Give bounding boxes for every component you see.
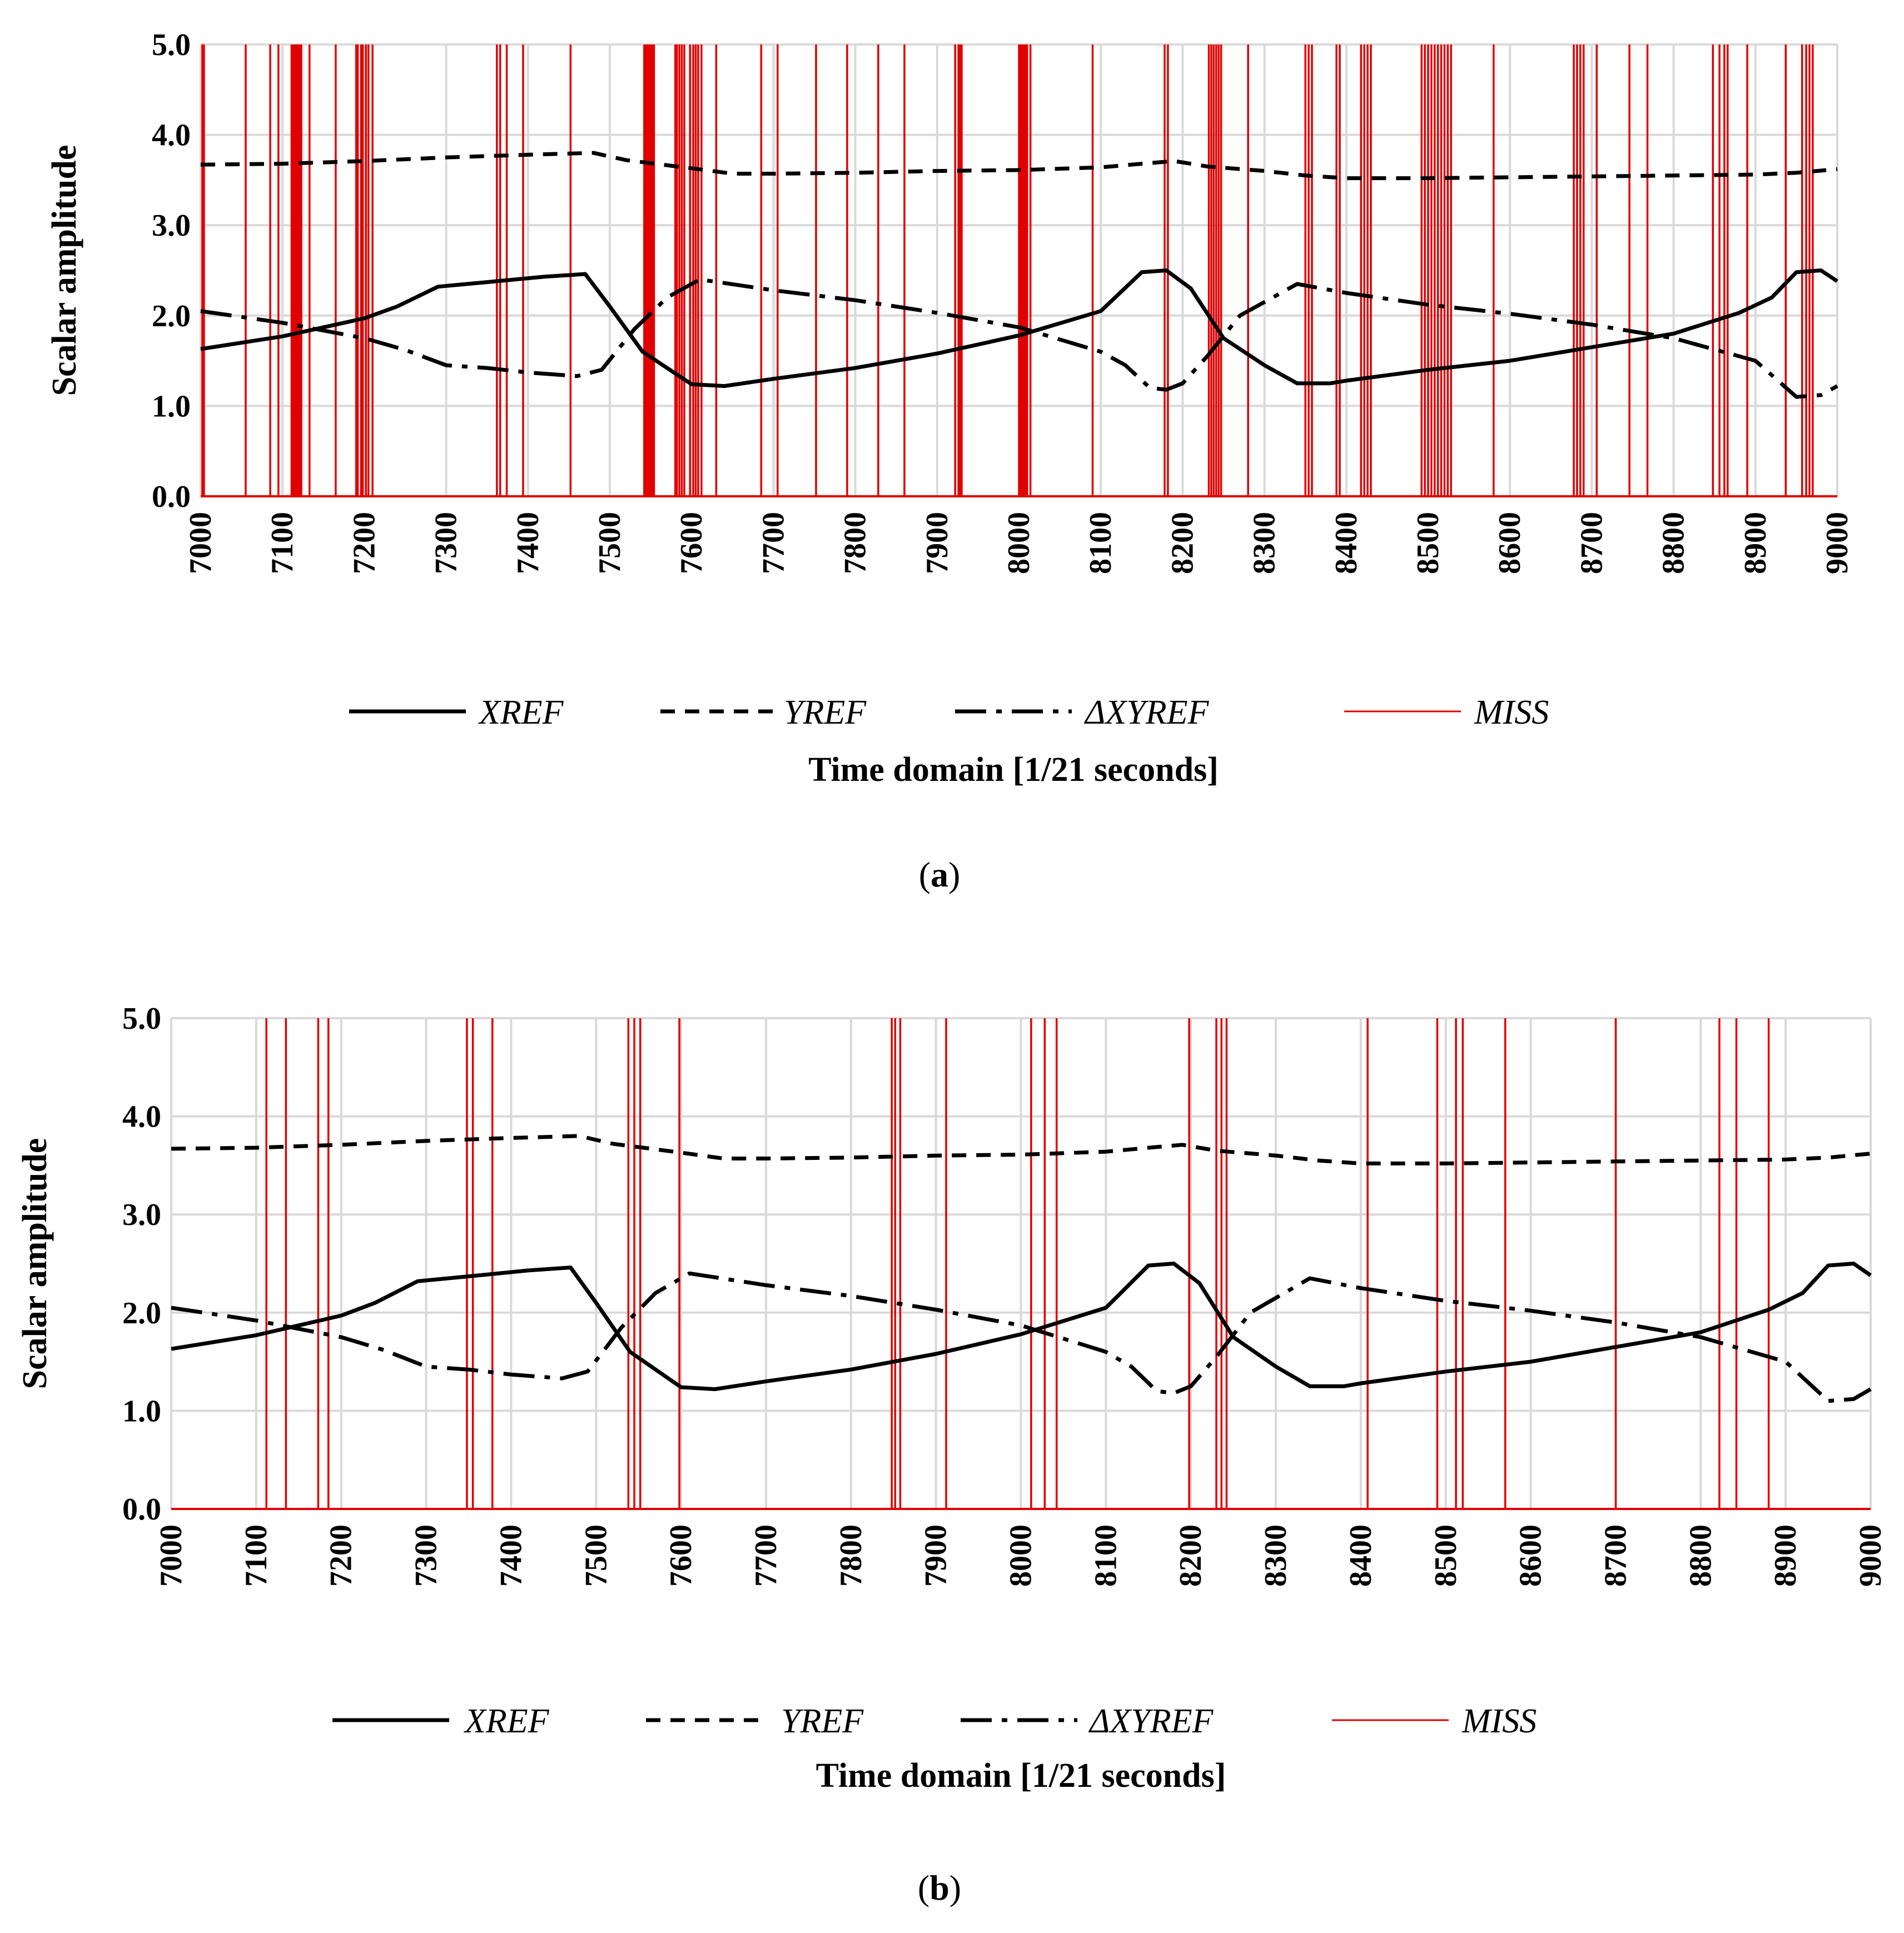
panel-label: (a) [919, 855, 961, 894]
y-axis-title: Scalar amplitude [16, 1138, 54, 1389]
x-tick-label: 7600 [674, 512, 709, 574]
x-tick-label: 7300 [409, 1525, 444, 1587]
x-tick-label: 8800 [1657, 512, 1691, 574]
x-tick-label: 8400 [1329, 512, 1364, 574]
y-tick-label: 2.0 [152, 299, 191, 333]
miss-series [201, 44, 1837, 497]
y-tick-label: 5.0 [122, 1002, 161, 1036]
legend-label-yref: YREF [781, 1702, 864, 1740]
x-tick-label: 7500 [593, 512, 627, 574]
series-line-yref [171, 1134, 1871, 1165]
x-tick-label: 8500 [1411, 512, 1445, 574]
y-tick-label: 4.0 [122, 1100, 161, 1134]
y-tick-label: 1.0 [122, 1394, 161, 1428]
legend: XREF YREF ΔXYREF MISS [349, 694, 1549, 731]
x-tick-label: 7000 [154, 1525, 188, 1587]
series-line-xref [200, 268, 1838, 388]
x-tick-label: 8800 [1683, 1525, 1718, 1587]
x-tick-label: 7900 [919, 1525, 953, 1587]
panel-label-letter: b [929, 1868, 949, 1907]
x-tick-label: 7400 [494, 1525, 528, 1587]
x-tick-label: 8600 [1514, 1525, 1548, 1587]
x-tick-label: 7800 [838, 512, 873, 574]
legend-label-delta-xyref: ΔXYREF [1088, 1702, 1214, 1740]
x-tick-label: 7000 [183, 512, 218, 574]
x-tick-label: 8100 [1088, 1525, 1123, 1587]
x-tick-label: 7300 [429, 512, 464, 574]
panel-label-close: ) [948, 855, 960, 894]
panel-label-open: ( [918, 1868, 929, 1907]
x-tick-label: 9000 [1853, 1525, 1888, 1587]
x-tick-label: 7700 [749, 1525, 783, 1587]
legend-label-xref: XREF [478, 694, 564, 731]
x-tick-label: 8700 [1574, 512, 1609, 574]
x-tick-label: 8900 [1768, 1525, 1803, 1587]
x-tick-label: 9000 [1820, 512, 1855, 574]
x-tick-label: 8100 [1083, 512, 1118, 574]
x-tick-label: 8300 [1259, 1525, 1293, 1587]
series-line-yref [200, 151, 1838, 181]
x-tick-label: 8200 [1165, 512, 1200, 574]
x-axis-title: Time domain [1/21 seconds] [808, 751, 1219, 789]
panel-label-letter: a [931, 855, 948, 894]
y-tick-label: 0.0 [122, 1492, 161, 1527]
y-tick-label: 0.0 [152, 480, 191, 514]
x-tick-label: 8600 [1493, 512, 1527, 574]
x-tick-label: 8500 [1429, 1525, 1463, 1587]
x-tick-label: 8000 [1002, 512, 1036, 574]
legend-label-yref: YREF [784, 694, 867, 731]
panel-label: (b) [918, 1868, 961, 1907]
x-tick-label: 7900 [920, 512, 955, 574]
x-tick-label: 7600 [664, 1525, 698, 1587]
x-tick-label: 8300 [1247, 512, 1282, 574]
chart-panel-b: 0.0 1.0 2.0 3.0 4.0 5.0 7000 7100 7200 7300 7400 75… [16, 1002, 1888, 1907]
x-tick-label: 8200 [1174, 1525, 1208, 1587]
legend-label-delta-xyref: ΔXYREF [1083, 694, 1209, 731]
legend: XREF YREF ΔXYREF MISS [332, 1702, 1537, 1740]
legend-label-xref: XREF [463, 1702, 550, 1740]
x-tick-label: 7100 [265, 512, 300, 574]
y-axis-title: Scalar amplitude [46, 145, 83, 396]
legend-label-miss: MISS [1474, 694, 1549, 731]
x-tick-label: 7800 [834, 1525, 868, 1587]
x-tick-label: 8000 [1004, 1525, 1038, 1587]
x-tick-label: 7200 [324, 1525, 359, 1587]
chart-panel-a: 0.0 1.0 2.0 3.0 4.0 5.0 7000 7100 7200 7300 7400 75… [46, 28, 1855, 894]
x-tick-label: 8700 [1598, 1525, 1633, 1587]
series-line-delta-xyref [200, 277, 1838, 399]
series-line-xref [171, 1262, 1872, 1391]
x-tick-label: 7100 [239, 1525, 274, 1587]
x-tick-label: 8400 [1344, 1525, 1378, 1587]
y-tick-label: 5.0 [152, 28, 191, 62]
y-tick-label: 1.0 [152, 389, 191, 424]
x-axis-title: Time domain [1/21 seconds] [816, 1757, 1226, 1795]
x-tick-label: 7500 [579, 1525, 613, 1587]
y-tick-label: 3.0 [122, 1198, 161, 1232]
miss-series [171, 1018, 1871, 1510]
legend-label-miss: MISS [1461, 1702, 1537, 1740]
x-tick-label: 7700 [756, 512, 791, 574]
panel-label-close: ) [949, 1868, 961, 1907]
x-tick-label: 8900 [1738, 512, 1773, 574]
series-line-delta-xyref [171, 1271, 1872, 1403]
y-tick-label: 3.0 [152, 208, 191, 243]
x-tick-label: 7400 [511, 512, 545, 574]
y-tick-label: 4.0 [152, 118, 191, 153]
panel-label-open: ( [919, 855, 931, 894]
x-tick-label: 7200 [347, 512, 381, 574]
y-tick-label: 2.0 [122, 1296, 161, 1331]
